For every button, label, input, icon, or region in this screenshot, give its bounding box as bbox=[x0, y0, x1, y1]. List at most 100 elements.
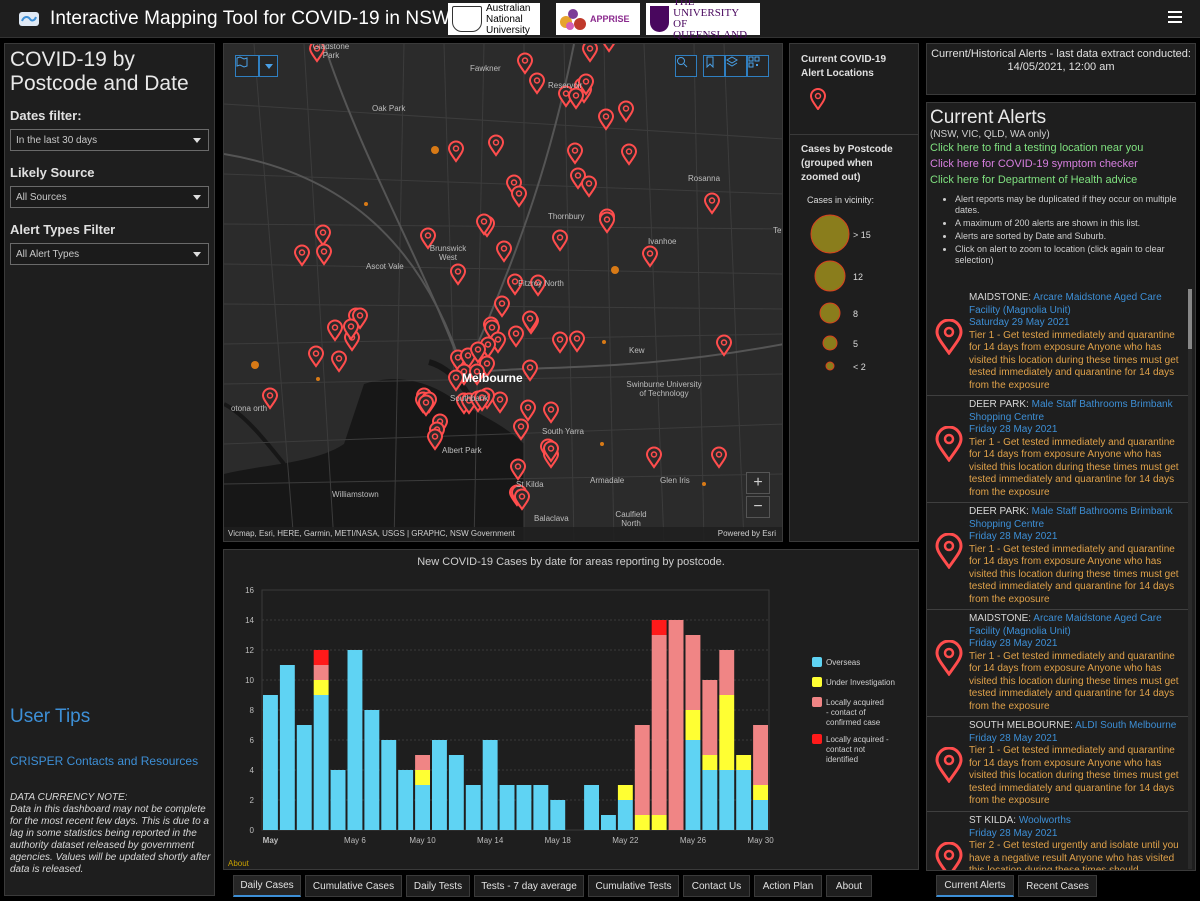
tab-recent-cases[interactable]: Recent Cases bbox=[1018, 875, 1097, 897]
daily-cases-chart[interactable]: 0 2 4 6 8 10 12 14 16 May May 6 May 10 May 14 May 18 M… bbox=[224, 570, 920, 870]
alerts-scrollbar[interactable] bbox=[1188, 289, 1192, 869]
bar-segment[interactable] bbox=[617, 785, 633, 800]
alert-pin-icon[interactable] bbox=[307, 345, 325, 368]
menu-icon[interactable] bbox=[1168, 11, 1182, 24]
health-advice-link[interactable]: Click here for Department of Health advi… bbox=[930, 174, 1138, 186]
bar-segment[interactable] bbox=[702, 680, 718, 755]
alert-pin-icon[interactable] bbox=[342, 318, 360, 341]
bar-segment[interactable] bbox=[482, 740, 498, 830]
tab-cumulative-cases[interactable]: Cumulative Cases bbox=[305, 875, 402, 897]
alert-pin-icon[interactable] bbox=[551, 331, 569, 354]
alert-pin-icon[interactable] bbox=[447, 369, 465, 392]
bar-segment[interactable] bbox=[702, 770, 718, 830]
testing-location-link[interactable]: Click here to find a testing location ne… bbox=[930, 142, 1144, 154]
alert-item[interactable]: ST KILDA: Woolworths Friday 28 May 2021 … bbox=[927, 812, 1189, 870]
bar-segment[interactable] bbox=[550, 800, 566, 830]
alert-pin-icon[interactable] bbox=[261, 387, 279, 410]
alert-pin-icon[interactable] bbox=[493, 295, 511, 318]
bar-segment[interactable] bbox=[415, 785, 430, 830]
bar-segment[interactable] bbox=[736, 770, 752, 830]
alert-pin-icon[interactable] bbox=[577, 73, 595, 96]
alert-pin-icon[interactable] bbox=[491, 391, 509, 414]
zoom-out-button[interactable]: − bbox=[746, 496, 770, 518]
bar-segment[interactable] bbox=[685, 635, 701, 710]
bar-segment[interactable] bbox=[279, 665, 295, 830]
alert-pin-icon[interactable] bbox=[580, 175, 598, 198]
alert-pin-icon[interactable] bbox=[468, 363, 486, 386]
alert-pin-icon[interactable] bbox=[510, 185, 528, 208]
alert-pin-icon[interactable] bbox=[473, 389, 491, 412]
bar-segment[interactable] bbox=[753, 725, 768, 785]
alert-pin-icon[interactable] bbox=[330, 350, 348, 373]
bar-segment[interactable] bbox=[313, 665, 329, 680]
map-search-button[interactable] bbox=[675, 55, 697, 77]
alert-pin-icon[interactable] bbox=[308, 44, 326, 63]
alert-pin-icon[interactable] bbox=[710, 446, 728, 469]
alert-pin-icon[interactable] bbox=[598, 211, 616, 234]
alert-pin-icon[interactable] bbox=[521, 310, 539, 333]
alert-pin-icon[interactable] bbox=[507, 325, 525, 348]
bar-segment[interactable] bbox=[432, 740, 447, 830]
bar-segment[interactable] bbox=[313, 650, 329, 665]
map-view[interactable]: Gladstone Park Fawkner Reservoir Oak Park Ro… bbox=[223, 43, 783, 542]
alert-pin-icon[interactable] bbox=[314, 224, 332, 247]
alert-pin-icon[interactable] bbox=[703, 192, 721, 215]
bar-segment[interactable] bbox=[415, 755, 430, 770]
case-cluster-marker[interactable] bbox=[702, 482, 706, 486]
alert-pin-icon[interactable] bbox=[419, 227, 437, 250]
zoom-in-button[interactable]: + bbox=[746, 472, 770, 494]
bar-segment[interactable] bbox=[263, 695, 278, 830]
bar-segment[interactable] bbox=[753, 785, 768, 800]
alert-pin-icon[interactable] bbox=[715, 334, 733, 357]
tab-cumulative-tests[interactable]: Cumulative Tests bbox=[588, 875, 679, 897]
alert-pin-icon[interactable] bbox=[506, 273, 524, 296]
case-cluster-marker[interactable] bbox=[251, 361, 259, 369]
alert-pin-icon[interactable] bbox=[516, 52, 534, 75]
bar-segment[interactable] bbox=[719, 695, 735, 770]
alert-pin-icon[interactable] bbox=[581, 44, 599, 63]
bar-segment[interactable] bbox=[398, 770, 414, 830]
case-cluster-marker[interactable] bbox=[316, 377, 320, 381]
bar-segment[interactable] bbox=[415, 770, 430, 785]
alert-pin-icon[interactable] bbox=[512, 418, 530, 441]
symptom-checker-link[interactable]: Click here for COVID-19 symptom checker bbox=[930, 158, 1138, 170]
map-qr-button[interactable] bbox=[747, 55, 769, 77]
tab-daily-cases[interactable]: Daily Cases bbox=[233, 875, 301, 897]
alert-pin-icon[interactable] bbox=[542, 401, 560, 424]
alert-pin-icon[interactable] bbox=[326, 319, 344, 342]
tab-action-plan[interactable]: Action Plan bbox=[754, 875, 822, 897]
bar-segment[interactable] bbox=[651, 620, 667, 635]
alert-pin-icon[interactable] bbox=[645, 446, 663, 469]
bar-segment[interactable] bbox=[516, 785, 532, 830]
alert-pin-icon[interactable] bbox=[528, 72, 546, 95]
bar-segment[interactable] bbox=[296, 725, 312, 830]
bar-segment[interactable] bbox=[347, 650, 363, 830]
alert-pin-icon[interactable] bbox=[426, 428, 444, 451]
tab-current-alerts[interactable]: Current Alerts bbox=[936, 875, 1014, 897]
map-layers-button[interactable] bbox=[725, 55, 747, 77]
alert-pin-icon[interactable] bbox=[475, 213, 493, 236]
tab-about[interactable]: About bbox=[826, 875, 872, 897]
case-cluster-marker[interactable] bbox=[600, 442, 604, 446]
alert-pin-icon[interactable] bbox=[567, 87, 585, 110]
bar-segment[interactable] bbox=[313, 680, 329, 695]
case-cluster-marker[interactable] bbox=[611, 266, 619, 274]
bar-segment[interactable] bbox=[651, 815, 667, 830]
bar-segment[interactable] bbox=[381, 740, 397, 830]
bar-segment[interactable] bbox=[533, 785, 549, 830]
bar-segment[interactable] bbox=[719, 770, 735, 830]
bar-segment[interactable] bbox=[702, 755, 718, 770]
alert-pin-icon[interactable] bbox=[620, 143, 638, 166]
alert-item[interactable]: MAIDSTONE: Arcare Maidstone Aged Care Fa… bbox=[927, 289, 1189, 396]
bar-segment[interactable] bbox=[364, 710, 380, 830]
bar-segment[interactable] bbox=[499, 785, 515, 830]
bar-segment[interactable] bbox=[685, 710, 701, 740]
alert-item[interactable]: SOUTH MELBOURNE: ALDI South Melbourne Fr… bbox=[927, 717, 1189, 812]
map-basemap-button[interactable] bbox=[235, 55, 259, 77]
map-bookmark-button[interactable] bbox=[703, 55, 725, 77]
alert-item[interactable]: DEER PARK: Male Staff Bathrooms Brimbank… bbox=[927, 396, 1189, 503]
alert-pin-icon[interactable] bbox=[551, 229, 569, 252]
bar-segment[interactable] bbox=[313, 695, 329, 830]
tab-tests-7-day-average[interactable]: Tests - 7 day average bbox=[474, 875, 584, 897]
crisper-link[interactable]: CRISPER Contacts and Resources bbox=[10, 754, 199, 768]
